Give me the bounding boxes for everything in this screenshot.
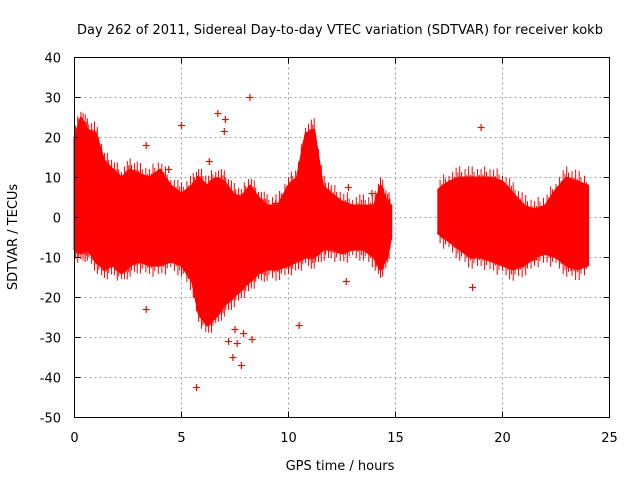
data-point (342, 278, 350, 285)
y-tick-label: 0 (53, 212, 61, 227)
x-tick-label: 15 (387, 431, 404, 446)
data-point (436, 230, 444, 237)
data-point (142, 306, 150, 313)
y-tick-label: 30 (44, 92, 61, 107)
data-point (115, 262, 123, 269)
axis-frame (74, 57, 610, 418)
data-point (246, 94, 254, 101)
x-tick-label: 0 (70, 431, 78, 446)
data-point (231, 326, 239, 333)
data-point (220, 128, 228, 135)
y-tick-label: -50 (40, 412, 61, 427)
data-point (192, 384, 200, 391)
x-tick-label: 20 (494, 431, 511, 446)
y-tick-labels: -50 -40 -30 -20 -10 0 10 20 30 40 (40, 52, 61, 427)
data-point (531, 256, 539, 263)
y-tick-label: -40 (40, 372, 61, 387)
data-point (165, 166, 173, 173)
data-point (233, 340, 241, 347)
x-tick-label: 10 (280, 431, 297, 446)
data-point (272, 200, 280, 207)
data-point (221, 116, 229, 123)
x-tick-labels: 0 5 10 15 20 25 (70, 431, 617, 446)
data-point (240, 330, 248, 337)
data-point (205, 158, 213, 165)
data-point (306, 154, 314, 161)
x-tick-label: 25 (601, 431, 618, 446)
data-point (344, 184, 352, 191)
data-point (368, 190, 376, 197)
data-point (248, 336, 256, 343)
data-point (567, 264, 575, 271)
data-point (237, 362, 245, 369)
y-tick-label: -20 (40, 292, 61, 307)
data-point (229, 354, 237, 361)
data-point (178, 122, 185, 129)
data-point (295, 322, 303, 329)
x-tick-label: 5 (177, 431, 185, 446)
chart-title: Day 262 of 2011, Sidereal Day-to-day VTE… (77, 23, 603, 38)
data-point (214, 110, 222, 117)
x-axis-label: GPS time / hours (286, 459, 395, 474)
data-point (372, 234, 380, 241)
y-tick-label: 20 (44, 132, 61, 147)
data-point (225, 338, 233, 345)
y-axis-label: SDTVAR / TECUs (6, 184, 21, 291)
plot-area (73, 94, 590, 391)
data-point (469, 284, 477, 291)
y-tick-label: 10 (44, 172, 61, 187)
data-point (477, 124, 485, 131)
y-tick-label: -30 (40, 332, 61, 347)
axis-ticks (74, 57, 610, 418)
y-tick-label: -10 (40, 252, 61, 267)
data-point (142, 142, 150, 149)
y-tick-label: 40 (44, 52, 61, 67)
